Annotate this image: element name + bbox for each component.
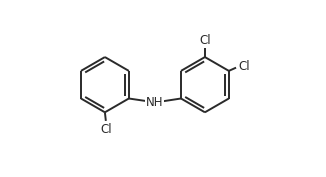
Text: NH: NH (146, 96, 163, 109)
Text: Cl: Cl (199, 34, 211, 47)
Text: Cl: Cl (100, 123, 112, 136)
Text: Cl: Cl (238, 60, 250, 73)
